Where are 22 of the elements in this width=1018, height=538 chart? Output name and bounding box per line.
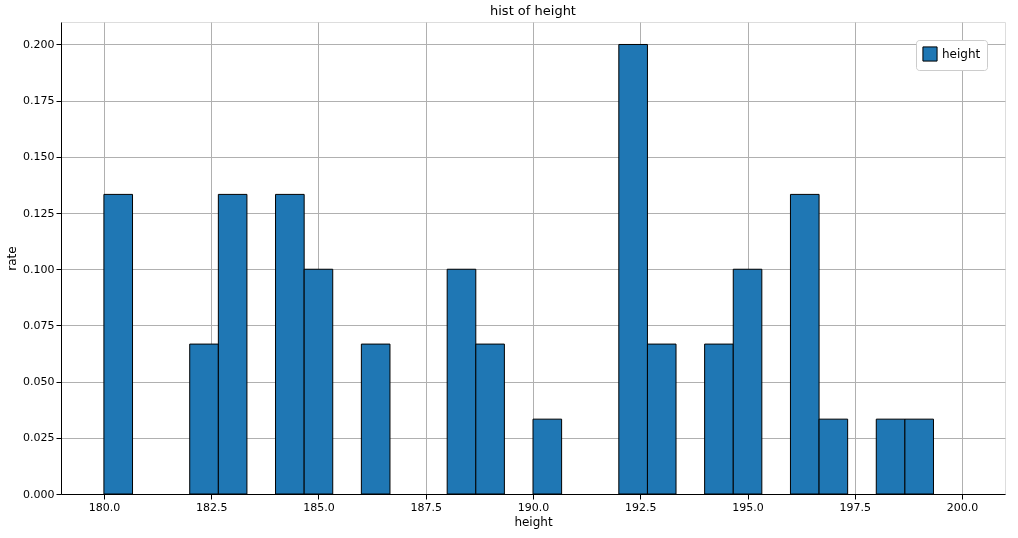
y-tick-label: 0.100 xyxy=(23,262,55,276)
y-tick-label: 0.150 xyxy=(23,150,55,164)
chart-title: hist of height xyxy=(490,3,576,18)
x-tick-label: 200.0 xyxy=(946,500,979,514)
y-tick-label: 0.050 xyxy=(23,375,55,389)
y-tick-label: 0.175 xyxy=(23,94,55,108)
x-tick-label: 197.5 xyxy=(839,500,872,514)
y-tick-label: 0.075 xyxy=(23,318,55,332)
x-axis-title: height xyxy=(514,514,553,529)
x-tick-label: 185.0 xyxy=(303,500,335,514)
x-tick-label: 195.0 xyxy=(732,500,764,514)
x-tick-label: 180.0 xyxy=(88,500,121,514)
legend-label: height xyxy=(942,47,981,61)
y-tick-label: 0.125 xyxy=(23,206,55,220)
x-tick-label: 187.5 xyxy=(410,500,442,514)
x-tick-label: 190.0 xyxy=(517,500,550,514)
x-tick-label: 192.5 xyxy=(625,500,657,514)
y-tick-label: 0.000 xyxy=(23,487,55,501)
y-axis-title: rate xyxy=(5,246,20,271)
y-tick-label: 0.200 xyxy=(23,37,55,51)
y-tick-label: 0.025 xyxy=(23,431,55,445)
x-tick-label: 182.5 xyxy=(195,500,228,514)
